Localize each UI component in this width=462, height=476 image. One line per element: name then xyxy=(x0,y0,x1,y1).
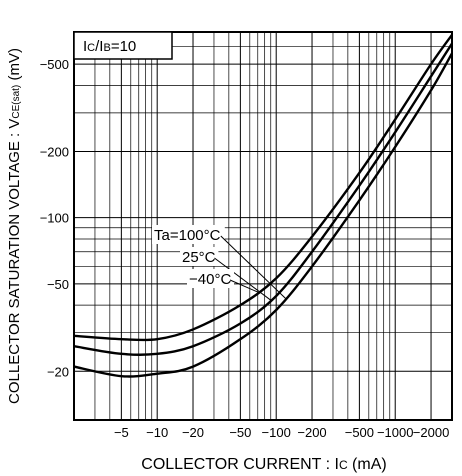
series-label: Ta=100°C xyxy=(154,227,221,244)
x-tick-label: −5 xyxy=(114,425,129,440)
y-tick-label: −20 xyxy=(47,364,69,379)
series-label-leader xyxy=(229,279,258,293)
x-tick-label: −100 xyxy=(262,425,291,440)
x-tick-label: −500 xyxy=(345,425,374,440)
curves xyxy=(74,34,452,378)
series-labels: Ta=100°C 25°C −40°C xyxy=(152,225,286,301)
x-tick-label: −1000 xyxy=(377,425,414,440)
x-axis-title: COLLECTOR CURRENT : IC (mA) xyxy=(141,456,386,473)
y-tick-label: −200 xyxy=(40,145,69,160)
y-axis-title: COLLECTOR SATURATION VOLTAGE : VCE(sat) … xyxy=(6,48,23,404)
series-label-leader xyxy=(220,235,286,299)
grid xyxy=(73,31,453,420)
series-label-leader xyxy=(214,257,272,301)
series-label: −40°C xyxy=(189,271,231,288)
series-label: 25°C xyxy=(182,249,216,266)
series-line xyxy=(74,34,452,342)
x-tick-label: −200 xyxy=(297,425,326,440)
series-label-bg xyxy=(187,269,234,288)
tick-labels: −5 −10 −20 −50 −100 −200 −500 −1000 −2000−20−50−… xyxy=(40,57,450,440)
x-tick-label: −2000 xyxy=(413,425,450,440)
series-line xyxy=(74,42,452,357)
y-tick-label: −500 xyxy=(40,57,69,72)
plot-frame xyxy=(73,31,453,421)
series-label-bg xyxy=(152,225,225,244)
condition-box: IC/IB=10 xyxy=(73,31,173,60)
y-tick-label: −100 xyxy=(40,211,69,226)
series-line xyxy=(74,52,452,378)
x-tick-label: −10 xyxy=(146,425,168,440)
series-label-bg xyxy=(180,247,219,266)
condition-label: IC/IB=10 xyxy=(83,38,136,55)
x-tick-label: −50 xyxy=(229,425,251,440)
x-tick-label: −20 xyxy=(182,425,204,440)
y-tick-label: −50 xyxy=(47,277,69,292)
